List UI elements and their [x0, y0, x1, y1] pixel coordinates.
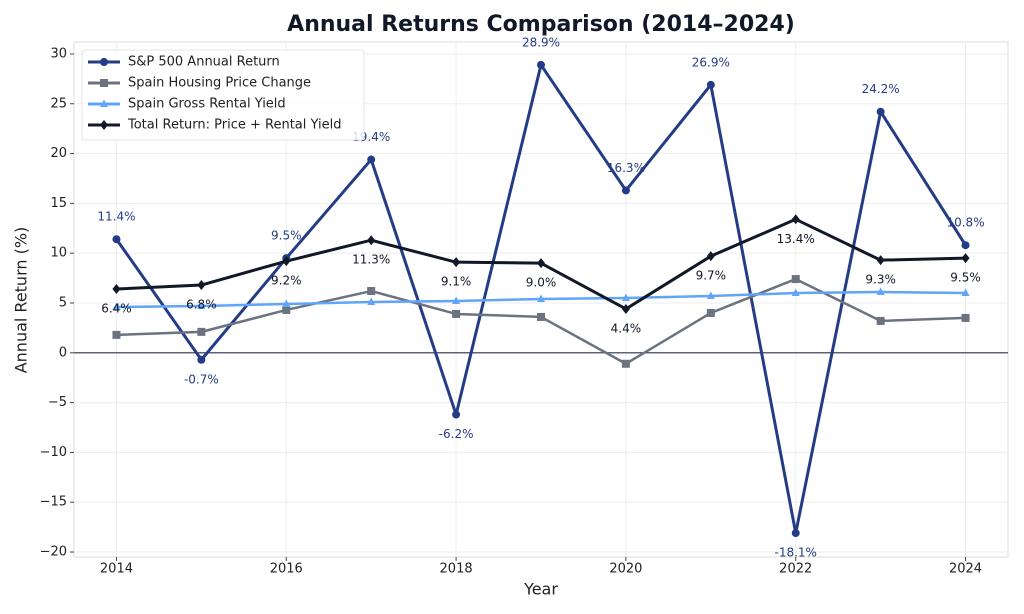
marker: [706, 308, 715, 317]
value-label: 11.3%: [352, 253, 390, 267]
value-label: 9.7%: [696, 269, 727, 283]
legend-label: S&P 500 Annual Return: [128, 55, 280, 70]
marker: [961, 313, 970, 322]
value-label: 9.1%: [441, 275, 472, 289]
x-tick-label: 2014: [100, 562, 133, 577]
marker: [367, 287, 376, 296]
y-tick-label: 0: [59, 345, 67, 360]
value-label: 6.8%: [186, 298, 217, 312]
marker: [100, 58, 108, 66]
x-tick-label: 2022: [779, 562, 812, 577]
marker: [706, 251, 715, 262]
marker: [706, 291, 715, 300]
legend: S&P 500 Annual Return Spain Housing Price…: [81, 49, 365, 141]
marker: [112, 235, 121, 244]
legend-label: Spain Gross Rental Yield: [128, 97, 286, 112]
marker: [100, 120, 108, 130]
marker: [621, 303, 630, 314]
marker: [791, 529, 800, 538]
legend-label: Spain Housing Price Change: [128, 76, 311, 91]
y-tick-label: 10: [50, 246, 67, 261]
marker: [876, 107, 885, 116]
marker: [112, 284, 121, 295]
value-label: 6.4%: [101, 302, 132, 316]
x-axis-label: Year: [523, 580, 558, 599]
y-tick-label: −5: [48, 395, 67, 410]
value-label: 9.0%: [526, 276, 557, 290]
legend-label: Total Return: Price + Rental Yield: [127, 118, 341, 133]
x-tick-label: 2016: [270, 562, 303, 577]
value-label: 24.2%: [862, 82, 900, 96]
marker: [961, 288, 970, 297]
marker: [961, 253, 970, 264]
marker: [100, 99, 108, 107]
marker: [197, 355, 206, 364]
marker: [452, 296, 461, 304]
chart-title: Annual Returns Comparison (2014–2024): [287, 12, 795, 37]
marker: [452, 309, 461, 318]
marker: [197, 301, 206, 309]
value-label: -0.7%: [184, 372, 219, 386]
marker: [197, 327, 206, 336]
y-tick-label: −15: [40, 495, 67, 510]
marker: [961, 241, 970, 250]
value-label: 11.4%: [97, 210, 135, 224]
marker: [367, 235, 376, 246]
marker: [537, 312, 545, 321]
y-tick-label: 20: [50, 146, 67, 161]
marker: [197, 280, 206, 291]
y-tick-label: −10: [40, 445, 67, 460]
y-tick-label: −20: [40, 545, 67, 560]
marker: [791, 275, 800, 284]
y-tick-label: 30: [50, 46, 67, 61]
legend-box: [81, 49, 365, 141]
value-label: 9.5%: [271, 229, 302, 243]
marker: [537, 258, 545, 269]
marker: [452, 257, 461, 268]
marker: [282, 299, 291, 307]
value-label: 28.9%: [522, 35, 560, 49]
marker: [282, 256, 291, 267]
marker: [791, 214, 800, 225]
marker: [537, 60, 545, 69]
marker: [100, 79, 108, 87]
value-label: 16.3%: [607, 161, 645, 175]
marker: [282, 305, 291, 314]
value-label: 4.4%: [611, 321, 642, 335]
x-tick-label: 2024: [949, 562, 982, 577]
marker: [112, 330, 121, 339]
value-label: 9.2%: [271, 274, 302, 288]
value-label: -18.1%: [775, 546, 817, 560]
x-tick-label: 2018: [440, 562, 473, 577]
marker: [791, 288, 800, 297]
y-axis-label: Annual Return (%): [12, 227, 31, 374]
marker: [876, 316, 885, 325]
marker: [452, 410, 461, 419]
marker: [367, 297, 376, 305]
marker: [367, 155, 376, 164]
y-tick-label: 25: [50, 96, 67, 111]
value-label: 10.8%: [946, 216, 984, 230]
value-label: 9.5%: [950, 271, 981, 285]
marker: [621, 186, 630, 195]
y-tick-label: 5: [59, 295, 67, 310]
value-label: 9.3%: [865, 273, 896, 287]
x-tick-label: 2020: [609, 562, 642, 577]
value-label: 26.9%: [692, 55, 730, 69]
marker: [876, 287, 885, 296]
marker: [706, 80, 715, 89]
marker: [621, 359, 630, 368]
marker: [537, 294, 545, 303]
y-tick-label: 15: [50, 196, 67, 211]
marker: [112, 302, 121, 310]
value-label: 13.4%: [777, 232, 815, 246]
marker: [876, 255, 885, 266]
value-label: -6.2%: [439, 427, 474, 441]
marker: [621, 293, 630, 302]
